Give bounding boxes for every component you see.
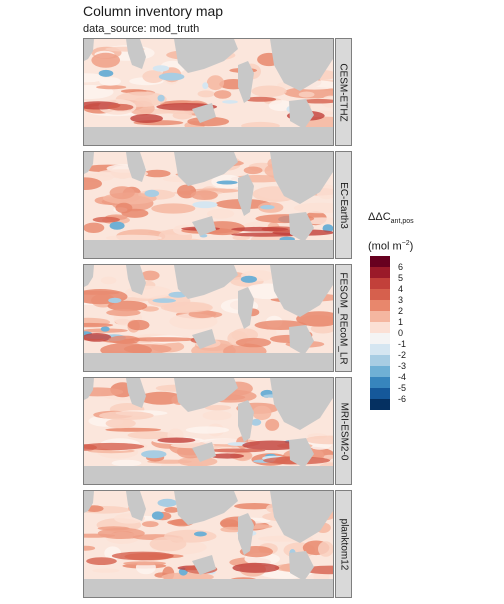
- facet-mri-esm2-0: MRI-ESM2-0: [83, 377, 353, 485]
- chart-subtitle: data_source: mod_truth: [83, 23, 200, 35]
- legend-tick-label: 0: [398, 328, 404, 338]
- legend-title: ΔΔCant,pos: [368, 211, 414, 226]
- legend-swatch: [370, 355, 390, 366]
- legend-tick-label: -4: [398, 372, 407, 382]
- facet-strip: planktom12: [335, 490, 352, 598]
- map-panel: [83, 377, 334, 485]
- legend-swatch: [370, 267, 390, 278]
- legend-tick-label: 6: [398, 262, 404, 272]
- facet-label: EC-Earth3: [338, 181, 349, 229]
- legend-swatch: [370, 399, 390, 410]
- facet-planktom12: planktom12: [83, 490, 353, 598]
- legend-tick-label: -2: [398, 350, 407, 360]
- facet-label: MRI-ESM2-0: [338, 402, 350, 460]
- color-legend: ΔΔCant,pos (mol m−2) 6 5 4 3 2 1 0 -1 -2 -3 -4 -5 -6: [368, 210, 468, 410]
- map-panel: [83, 38, 334, 146]
- map-panel: [83, 264, 334, 372]
- legend-tick-label: 3: [398, 295, 404, 305]
- chart-title: Column inventory map: [83, 3, 224, 19]
- facet-fesom-recom-lr: FESOM_REcoM_LR: [83, 264, 353, 372]
- facet-label: planktom12: [338, 518, 350, 570]
- facet-strip: FESOM_REcoM_LR: [335, 264, 352, 372]
- facet-label: FESOM_REcoM_LR: [338, 271, 349, 365]
- legend-swatch: [370, 300, 390, 311]
- legend-swatch: [370, 322, 390, 333]
- legend-swatch: [370, 388, 390, 399]
- legend-swatch: [370, 278, 390, 289]
- legend-swatch: [370, 366, 390, 377]
- facet-ec-earth3: EC-Earth3: [83, 151, 353, 259]
- facet-strip: CESM-ETHZ: [335, 38, 352, 146]
- legend-swatch: [370, 377, 390, 388]
- legend-unit: (mol m−2): [368, 240, 414, 253]
- legend-colorbar: 6 5 4 3 2 1 0 -1 -2 -3 -4 -5 -6: [370, 256, 406, 410]
- legend-tick-label: 2: [398, 306, 404, 316]
- facet-label: CESM-ETHZ: [338, 62, 349, 122]
- legend-swatch: [370, 311, 390, 322]
- legend-tick-label: 4: [398, 284, 404, 294]
- legend-tick-label: -1: [398, 339, 407, 349]
- legend-tick-label: 5: [398, 273, 404, 283]
- facet-grid: CESM-ETHZ EC-Earth3 FESOM_REcoM_LR MRI-E…: [83, 38, 353, 600]
- legend-swatch: [370, 256, 390, 267]
- facet-cesm-ethz: CESM-ETHZ: [83, 38, 353, 146]
- facet-strip: EC-Earth3: [335, 151, 352, 259]
- map-panel: [83, 490, 334, 598]
- legend-swatch: [370, 344, 390, 355]
- legend-tick-label: -6: [398, 394, 407, 404]
- map-panel: [83, 151, 334, 259]
- legend-swatch: [370, 333, 390, 344]
- legend-tick-label: -5: [398, 383, 407, 393]
- facet-strip: MRI-ESM2-0: [335, 377, 352, 485]
- legend-tick-label: 1: [398, 317, 404, 327]
- legend-tick-label: -3: [398, 361, 407, 371]
- legend-swatch: [370, 289, 390, 300]
